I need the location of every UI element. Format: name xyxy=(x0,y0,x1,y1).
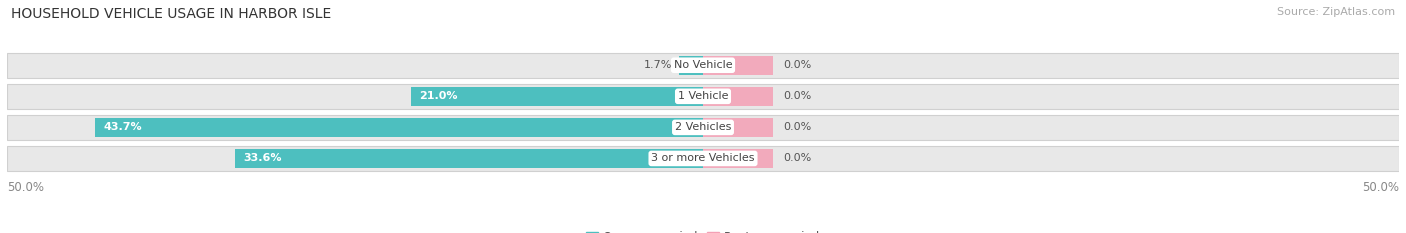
Bar xyxy=(703,118,773,137)
Text: 0.0%: 0.0% xyxy=(783,60,813,70)
Text: 50.0%: 50.0% xyxy=(7,181,44,194)
Bar xyxy=(7,146,1399,171)
Text: 3 or more Vehicles: 3 or more Vehicles xyxy=(651,154,755,163)
Text: No Vehicle: No Vehicle xyxy=(673,60,733,70)
Text: 21.0%: 21.0% xyxy=(419,91,457,101)
Text: 50.0%: 50.0% xyxy=(1362,181,1399,194)
Bar xyxy=(703,87,773,106)
Bar xyxy=(94,118,703,137)
Text: 2 Vehicles: 2 Vehicles xyxy=(675,122,731,132)
Bar xyxy=(679,56,703,75)
Text: HOUSEHOLD VEHICLE USAGE IN HARBOR ISLE: HOUSEHOLD VEHICLE USAGE IN HARBOR ISLE xyxy=(11,7,332,21)
Text: 33.6%: 33.6% xyxy=(243,154,283,163)
Legend: Owner-occupied, Renter-occupied: Owner-occupied, Renter-occupied xyxy=(581,226,825,233)
Text: Source: ZipAtlas.com: Source: ZipAtlas.com xyxy=(1277,7,1395,17)
Bar xyxy=(411,87,703,106)
Bar xyxy=(7,115,1399,140)
Text: 1 Vehicle: 1 Vehicle xyxy=(678,91,728,101)
Text: 43.7%: 43.7% xyxy=(103,122,142,132)
Text: 0.0%: 0.0% xyxy=(783,154,813,163)
Bar xyxy=(703,149,773,168)
Bar xyxy=(703,56,773,75)
Text: 0.0%: 0.0% xyxy=(783,91,813,101)
Text: 0.0%: 0.0% xyxy=(783,122,813,132)
Bar xyxy=(235,149,703,168)
Text: 1.7%: 1.7% xyxy=(644,60,672,70)
Bar xyxy=(7,84,1399,109)
Bar xyxy=(7,52,1399,78)
